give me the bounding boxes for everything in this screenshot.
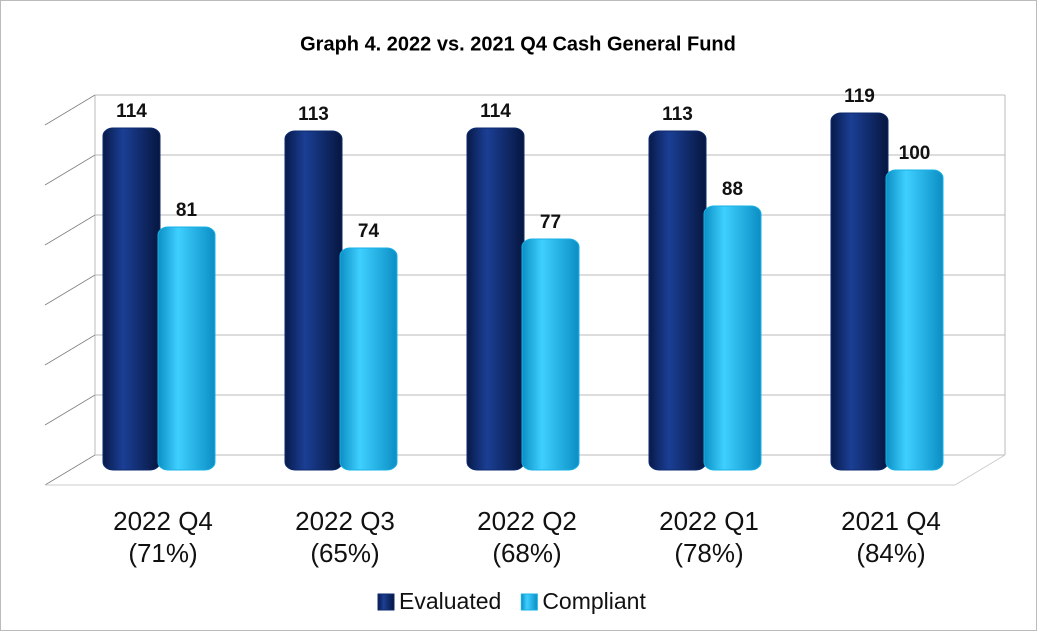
floor-right xyxy=(954,454,1006,486)
side-grid-line xyxy=(44,334,96,366)
x-tick-label: 2021 Q4 (84%) xyxy=(841,506,941,568)
bar xyxy=(157,226,216,471)
bar xyxy=(466,127,525,471)
x-tick-label: 2022 Q1 (78%) xyxy=(659,506,759,568)
data-label: 119 xyxy=(844,86,875,107)
side-grid-line xyxy=(44,394,96,426)
data-label: 74 xyxy=(358,221,380,242)
bar xyxy=(102,127,161,471)
data-label: 113 xyxy=(298,104,329,125)
bar xyxy=(830,112,889,471)
side-grid-line xyxy=(44,214,96,246)
chart-title: Graph 4. 2022 vs. 2021 Q4 Cash General F… xyxy=(300,33,736,55)
data-label: 114 xyxy=(116,101,147,122)
side-grid-line xyxy=(44,154,96,186)
legend-label: Compliant xyxy=(542,588,646,614)
bar xyxy=(339,247,398,471)
bar xyxy=(648,130,707,471)
bar xyxy=(703,205,762,471)
x-tick-label: 2022 Q3 (65%) xyxy=(295,506,395,568)
bar xyxy=(885,169,944,471)
legend-label: Evaluated xyxy=(399,588,501,614)
legend-swatch xyxy=(520,593,538,611)
legend-swatch xyxy=(377,593,395,611)
data-label: 77 xyxy=(540,212,561,233)
data-label: 100 xyxy=(899,143,931,164)
x-tick-label: 2022 Q4 (71%) xyxy=(113,506,213,568)
data-label: 88 xyxy=(722,179,743,200)
bar xyxy=(284,130,343,471)
side-grid-line xyxy=(44,454,96,486)
x-tick-label: 2022 Q2 (68%) xyxy=(477,506,577,568)
data-label: 113 xyxy=(662,104,693,125)
bar xyxy=(521,238,580,471)
data-label: 81 xyxy=(176,200,198,221)
side-grid-line xyxy=(44,274,96,306)
side-grid-line xyxy=(44,94,96,126)
data-label: 114 xyxy=(480,101,511,122)
